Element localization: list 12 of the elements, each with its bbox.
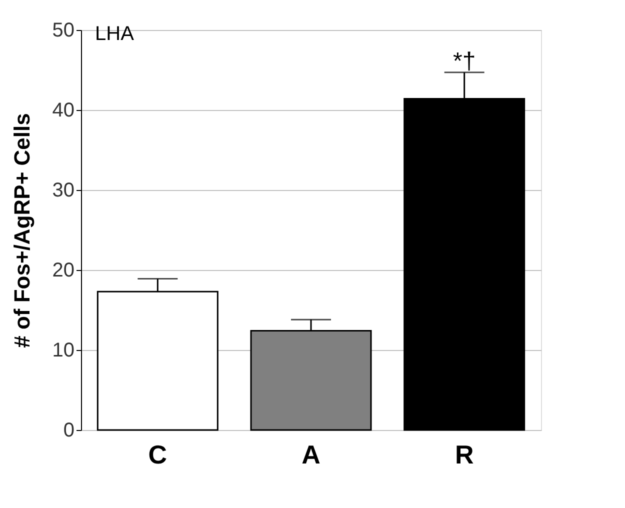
y-tick-label: 30 [52,180,74,202]
annotation: *† [452,48,476,75]
y-axis-title: # of Fos+/AgRP+ Cells [9,113,34,348]
y-tick-label: 20 [52,260,74,282]
y-tick-label: 50 [52,20,74,42]
x-tick-label: R [454,440,474,470]
y-tick-label: 40 [52,100,74,122]
x-tick-label: A [302,440,321,470]
chart-title: LHA [95,23,135,45]
x-tick-label: C [148,440,168,470]
y-tick-label: 0 [63,420,74,442]
y-tick-label: 10 [52,340,74,362]
